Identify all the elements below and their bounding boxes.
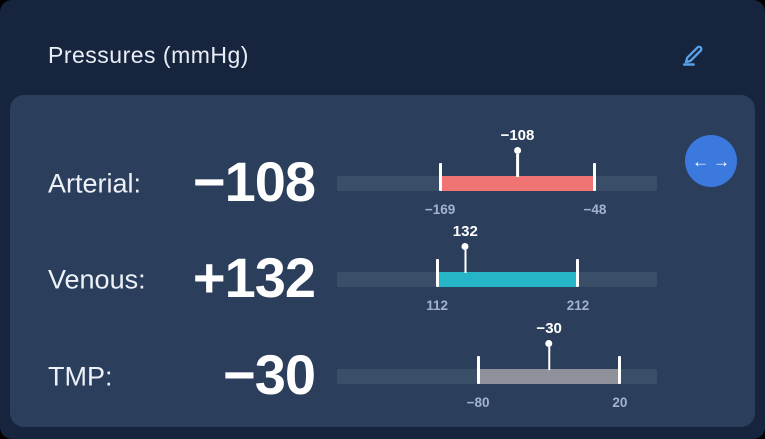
marker-dot [461, 243, 469, 250]
prev-next-button[interactable]: ← → [685, 135, 737, 187]
gauge-value: −108 [192, 150, 316, 213]
arrow-right-icon: → [713, 151, 730, 171]
gauge-track [337, 272, 657, 287]
range-max-label: 212 [566, 298, 590, 313]
card-header: Pressures (mmHg) [0, 0, 765, 95]
marker-dot [545, 340, 553, 347]
range-min-label: −169 [424, 202, 456, 217]
tick-start-mark [435, 259, 439, 287]
gauge-label: TMP: [48, 361, 113, 392]
tick-end-mark [576, 259, 580, 287]
marker-value-label: −30 [536, 320, 562, 337]
gauge-row-venous: Venous: +132 132 112 212 [10, 223, 755, 330]
range-min-label: 112 [426, 298, 449, 313]
gauge-segment [440, 176, 595, 191]
marker-value-label: 132 [452, 223, 478, 240]
gauge-bar: 132 112 212 [337, 223, 657, 330]
gauge-track [337, 176, 657, 191]
arrow-left-icon: ← [692, 151, 709, 171]
marker-stem [464, 250, 467, 273]
range-max-label: 20 [612, 395, 628, 410]
gauge-track [337, 369, 657, 384]
marker-stem [547, 347, 551, 370]
gauge-value: +132 [192, 246, 316, 309]
gauge-marker: 132 [453, 223, 478, 273]
gauge-segment [437, 272, 578, 287]
gauge-value: −30 [223, 343, 316, 406]
edit-button[interactable] [677, 38, 709, 70]
pencil-icon [682, 45, 703, 66]
tick-end-mark [593, 163, 597, 191]
marker-stem [516, 154, 519, 177]
tick-end-mark [618, 356, 622, 384]
gauge-bar: −30 −80 20 [337, 320, 657, 427]
gauge-row-arterial: Arterial: −108 −108 −169 −48 [10, 127, 755, 234]
page-title: Pressures (mmHg) [48, 42, 249, 68]
marker-value-label: −108 [500, 127, 535, 144]
marker-dot [513, 147, 521, 154]
range-min-label: −80 [466, 395, 490, 410]
gauge-marker: −108 [500, 127, 535, 177]
gauge-marker: −30 [536, 320, 562, 370]
gauge-label: Venous: [48, 264, 146, 295]
range-max-label: −48 [583, 202, 607, 217]
gauge-segment [478, 369, 620, 384]
gauge-bar: −108 −169 −48 [337, 127, 657, 234]
tick-start-mark [438, 163, 442, 191]
gauge-label: Arterial: [48, 168, 142, 199]
tick-start-mark [476, 356, 480, 384]
gauge-row-tmp: TMP: −30 −30 −80 20 [10, 320, 755, 427]
pressures-panel: Arterial: −108 −108 −169 −48 Venous: +13… [10, 95, 755, 427]
